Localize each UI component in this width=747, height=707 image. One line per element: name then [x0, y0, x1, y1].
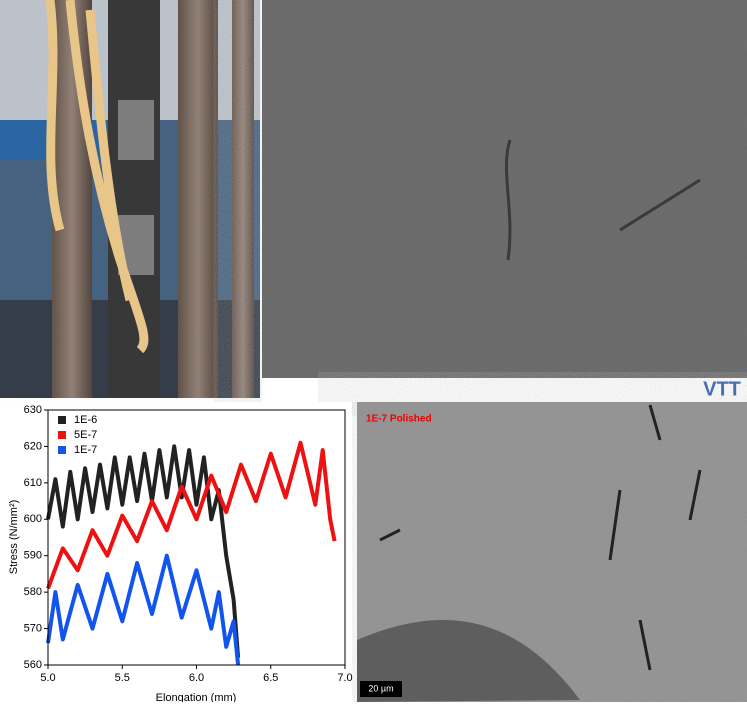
sem-image-top: VTT — [262, 0, 747, 402]
y-tick-label: 570 — [24, 622, 42, 634]
x-tick-label: 7.0 — [337, 672, 352, 684]
y-tick-label: 620 — [24, 440, 42, 452]
logo: VTT — [703, 378, 741, 400]
test-rig-photo — [0, 0, 260, 398]
x-tick-label: 6.0 — [189, 672, 204, 684]
y-tick-label: 580 — [24, 586, 42, 598]
legend-label: 1E-7 — [74, 444, 97, 456]
y-tick-label: 560 — [24, 659, 42, 671]
legend-marker — [58, 416, 66, 424]
x-tick-label: 6.5 — [263, 672, 278, 684]
legend-label: 1E-6 — [74, 414, 97, 426]
x-axis-label: Elongation (mm) — [156, 692, 237, 702]
x-tick-label: 5.0 — [40, 672, 55, 684]
y-tick-label: 630 — [24, 404, 42, 416]
sample-label: 1E-7 Polished — [366, 414, 432, 425]
y-tick-label: 600 — [24, 513, 42, 525]
legend-label: 5E-7 — [74, 429, 97, 441]
sem-image-bottom: 1E-7 Polished 20 µm — [357, 402, 747, 702]
y-axis-label: Stress (N/mm²) — [8, 500, 20, 575]
y-tick-label: 610 — [24, 477, 42, 489]
legend-marker — [58, 431, 66, 439]
x-tick-label: 5.5 — [115, 672, 130, 684]
y-tick-label: 590 — [24, 550, 42, 562]
scale-bar: 20 µm — [368, 683, 393, 693]
figure: VTT 1E-7 Polished 20 µm Stress (N/mm²) E… — [0, 0, 747, 702]
legend-marker — [58, 446, 66, 454]
